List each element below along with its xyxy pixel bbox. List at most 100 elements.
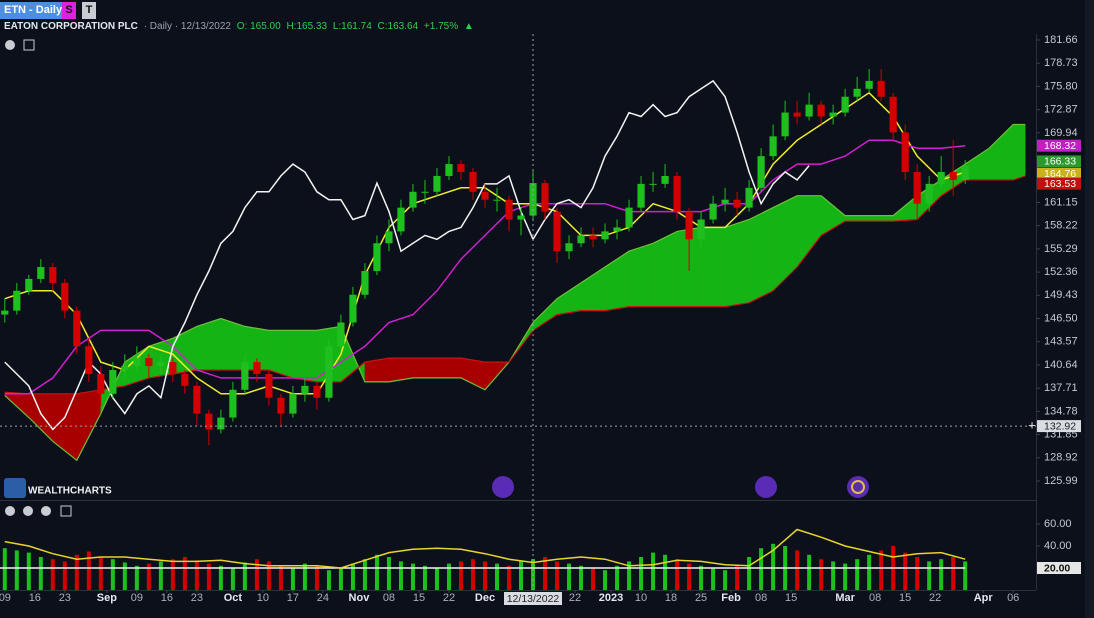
candle-body xyxy=(25,278,33,291)
price-flag-label: 164.76 xyxy=(1044,168,1076,180)
histogram-bar xyxy=(591,568,596,590)
x-tick-label: 23 xyxy=(59,592,71,604)
histogram-bar xyxy=(98,557,103,590)
watermark: WEALTHCHARTS xyxy=(28,486,112,497)
candle-body xyxy=(553,211,561,252)
settings-icon[interactable] xyxy=(5,40,15,50)
histogram-bar xyxy=(555,561,560,590)
open: O: 165.00 xyxy=(236,21,281,32)
histogram-bar xyxy=(939,559,944,590)
histogram-bar xyxy=(206,563,211,590)
histogram-bar xyxy=(879,550,884,590)
y-tick-label: 175.80 xyxy=(1044,80,1078,92)
crosshair-price-label: 132.92 xyxy=(1044,420,1076,432)
y-tick-label: 161.15 xyxy=(1044,196,1078,208)
histogram-bar xyxy=(314,565,319,590)
histogram-bar xyxy=(963,561,968,590)
candle-body xyxy=(61,282,69,311)
candle-body xyxy=(361,271,369,295)
candle-body xyxy=(589,235,597,240)
cloud-segment xyxy=(1012,124,1026,181)
candle-body xyxy=(373,243,381,272)
histogram-bar xyxy=(927,561,932,590)
histogram-bar xyxy=(170,559,175,590)
candle-body xyxy=(661,175,669,184)
histogram-bar xyxy=(122,562,127,590)
add-icon[interactable] xyxy=(23,39,35,51)
histogram-bar xyxy=(579,565,584,590)
x-tick-label: 09 xyxy=(131,592,143,604)
candle-body xyxy=(565,243,573,252)
header: ETN - Daily S T EATON CORPORATION PLC · … xyxy=(0,0,1094,34)
crosshair-plus: + xyxy=(1028,418,1036,433)
candle-body xyxy=(685,211,693,240)
candle-body xyxy=(325,346,333,398)
x-tick-label: 08 xyxy=(755,592,767,604)
histogram-bar xyxy=(711,568,716,590)
event-icon[interactable] xyxy=(755,476,777,498)
histogram-bar xyxy=(74,554,79,590)
candle-body xyxy=(889,96,897,133)
x-tick-label: 10 xyxy=(635,592,647,604)
y-tick-label: 60.00 xyxy=(1044,518,1072,530)
candle-body xyxy=(457,164,465,172)
candle-body xyxy=(85,346,93,374)
indicator-visibility-icon[interactable] xyxy=(23,506,33,516)
y-tick-label: 134.78 xyxy=(1044,405,1078,417)
indicator-pane xyxy=(0,528,968,590)
candle-body xyxy=(697,219,705,240)
y-tick-label: 152.36 xyxy=(1044,266,1078,278)
candle-body xyxy=(865,80,873,89)
candle-body xyxy=(337,322,345,347)
candle-body xyxy=(541,183,549,212)
scrollbar xyxy=(1085,0,1094,618)
histogram-bar xyxy=(26,552,31,590)
histogram-bar xyxy=(482,561,487,590)
candle-body xyxy=(229,389,237,418)
histogram-bar xyxy=(795,550,800,590)
indicator-settings-icon[interactable] xyxy=(5,506,15,516)
histogram-bar xyxy=(302,563,307,590)
candle-body xyxy=(349,294,357,323)
indicator-line xyxy=(4,79,810,431)
main-pane xyxy=(1,69,1026,462)
crosshair-date-flag xyxy=(504,592,563,605)
indicator-add-icon[interactable] xyxy=(60,505,72,517)
candle-body xyxy=(493,199,501,201)
histogram-bar xyxy=(831,561,836,590)
histogram-bar xyxy=(242,562,247,590)
cloud-segment xyxy=(724,219,750,307)
close: C:163.64 xyxy=(377,21,419,32)
event-icon[interactable] xyxy=(847,476,869,498)
price-flag-label: 163.53 xyxy=(1044,178,1076,190)
candle-body xyxy=(733,199,741,208)
watermark-logo xyxy=(4,478,26,498)
cloud-segment xyxy=(748,207,774,304)
histogram-bar xyxy=(603,570,608,590)
histogram-bar xyxy=(146,563,151,590)
candle-body xyxy=(421,191,429,193)
x-tick-label: Mar xyxy=(835,592,855,604)
indicator-close-icon[interactable] xyxy=(41,506,51,516)
badge-t[interactable]: T xyxy=(82,2,96,19)
candle-body xyxy=(241,362,249,390)
candle-body xyxy=(217,417,225,430)
price-flag-label: 166.33 xyxy=(1044,156,1076,168)
candle-body xyxy=(961,165,969,180)
histogram-bar xyxy=(398,561,403,590)
price-flag xyxy=(1037,155,1081,168)
cloud-segment xyxy=(220,318,246,371)
event-icon[interactable] xyxy=(492,476,514,498)
y-tick-label: 125.99 xyxy=(1044,475,1078,487)
y-tick-label: 169.94 xyxy=(1044,127,1078,139)
badge-s[interactable]: S xyxy=(62,2,76,19)
candle-body xyxy=(649,183,657,185)
cloud-span-b xyxy=(4,175,1026,395)
symbol-tab[interactable]: ETN - Daily xyxy=(0,2,64,19)
histogram-bar xyxy=(470,559,475,590)
y-tick-label: 40.00 xyxy=(1044,540,1072,552)
histogram-bar xyxy=(230,568,235,590)
histogram-bar xyxy=(675,559,680,590)
y-tick-label: 137.71 xyxy=(1044,382,1078,394)
